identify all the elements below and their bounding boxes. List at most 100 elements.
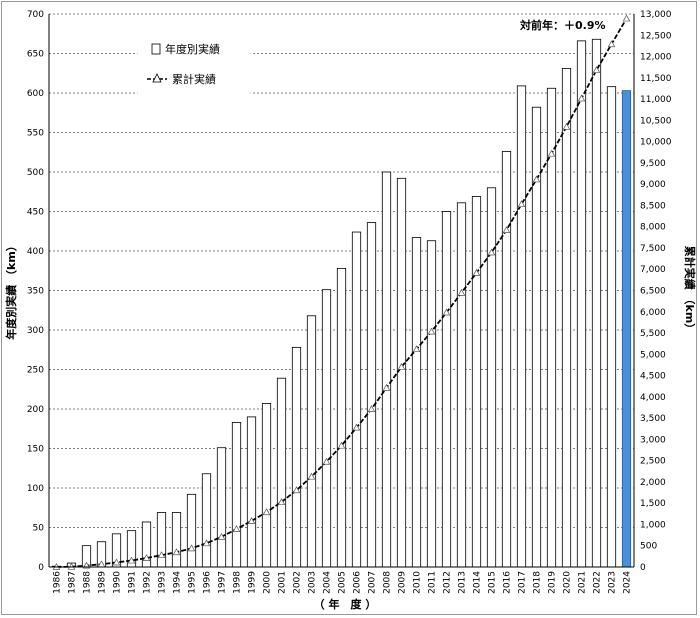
y-left-tick-label: 700	[27, 10, 44, 20]
x-tick-label: 2009	[398, 571, 408, 594]
cumulative-marker	[607, 40, 616, 48]
cumulative-marker	[502, 226, 511, 233]
x-tick-label: 2011	[428, 571, 438, 594]
cumulative-marker	[307, 472, 316, 480]
x-tick-label: 1995	[188, 571, 198, 594]
x-tick-label: 2017	[518, 571, 528, 594]
cumulative-marker	[232, 525, 241, 532]
x-tick-label: 1986	[53, 571, 63, 594]
x-tick-label: 2010	[413, 571, 423, 594]
x-tick-label: 2021	[578, 571, 588, 594]
bar	[501, 151, 512, 568]
y-left-tick-label: 350	[27, 287, 44, 297]
y-right-tick-label: 8,500	[640, 201, 666, 211]
cumulative-marker	[487, 248, 496, 256]
x-tick-label: 1999	[248, 571, 258, 594]
bar	[621, 90, 632, 568]
x-tick-label: 1993	[158, 571, 168, 594]
x-tick-label: 1987	[68, 571, 78, 594]
y-right-tick-label: 6,500	[640, 287, 666, 297]
bar	[231, 422, 242, 568]
cumulative-marker	[202, 539, 211, 547]
bar	[201, 473, 212, 568]
bar	[336, 267, 347, 568]
x-tick-label: 2024	[623, 571, 633, 594]
y-left-tick-label: 450	[27, 208, 44, 218]
bar	[306, 315, 317, 568]
bar	[471, 196, 482, 568]
x-tick-label: 2012	[443, 571, 453, 594]
y-right-tick-label: 1,000	[640, 520, 666, 530]
y-right-tick-label: 500	[640, 542, 657, 552]
y-right-tick-label: 1,500	[640, 499, 666, 509]
y-right-tick-label: 13,000	[640, 10, 672, 20]
y-right-tick-label: 11,000	[640, 95, 672, 105]
y-left-tick-label: 250	[27, 366, 44, 376]
y-right-tick-label: 10,000	[640, 138, 672, 148]
cumulative-marker	[577, 94, 586, 102]
cumulative-marker	[217, 532, 226, 540]
bar	[576, 40, 587, 568]
x-tick-label: 2015	[488, 571, 498, 594]
x-tick-label: 2006	[353, 571, 363, 594]
x-axis-label: （ 年 度 ）	[314, 597, 377, 611]
y-left-tick-label: 300	[27, 326, 44, 336]
x-tick-label: 1997	[218, 571, 228, 594]
cumulative-line	[56, 18, 628, 568]
cumulative-marker	[157, 551, 166, 559]
legend-line-label: 累計実績	[172, 72, 216, 86]
cumulative-marker	[67, 562, 76, 570]
y-right-tick-label: 6,000	[640, 308, 666, 318]
x-tick-label: 2007	[368, 571, 378, 594]
cumulative-marker	[532, 175, 541, 183]
line-series	[52, 14, 631, 570]
x-tick-label: 1990	[113, 571, 123, 594]
x-tick-label: 1998	[233, 571, 243, 594]
y-left-tick-label: 50	[33, 524, 45, 534]
bar	[381, 171, 392, 568]
cumulative-marker	[322, 457, 331, 465]
x-tick-label: 1996	[203, 571, 213, 594]
bar	[591, 38, 602, 568]
cumulative-marker	[517, 200, 526, 208]
cumulative-marker	[397, 362, 406, 370]
y-right-tick-label: 11,500	[640, 74, 672, 84]
y-left-tick-label: 200	[27, 405, 44, 415]
cumulative-marker	[247, 517, 256, 524]
bar	[606, 86, 617, 568]
bar	[411, 237, 422, 568]
cumulative-marker	[547, 149, 556, 157]
axes	[48, 14, 635, 568]
y-right-tick-label: 9,500	[640, 159, 666, 169]
y-right-tick-label: 4,500	[640, 372, 666, 382]
cumulative-marker	[292, 486, 301, 494]
legend-bar-swatch	[151, 43, 161, 55]
x-tick-label: 1992	[143, 571, 153, 594]
year-over-year-annotation: 対前年：＋0.9%	[519, 18, 606, 32]
x-tick-label: 2020	[563, 571, 573, 594]
bar	[486, 187, 497, 568]
y-right-tick-label: 7,500	[640, 244, 666, 254]
cumulative-marker	[472, 268, 481, 276]
legend: 年度別実績 累計実績	[137, 29, 251, 97]
y-right-tick-label: 2,500	[640, 457, 666, 467]
bar	[276, 377, 287, 568]
cumulative-marker	[412, 345, 421, 353]
y-left-tick-label: 0	[38, 563, 44, 573]
y-left-tick-label: 600	[27, 89, 44, 99]
x-tick-label: 2023	[608, 571, 618, 594]
y-right-tick-label: 12,000	[640, 53, 672, 63]
bar	[321, 289, 332, 568]
cumulative-marker	[142, 554, 151, 561]
y-left-tick-label: 500	[27, 168, 44, 178]
bar	[456, 202, 467, 568]
bar	[246, 416, 257, 568]
y-right-tick-label: 10,500	[640, 116, 672, 126]
x-tick-label: 2001	[278, 571, 288, 594]
cumulative-marker	[562, 122, 571, 130]
bar	[186, 493, 197, 568]
cumulative-marker	[352, 423, 361, 431]
y-left-tick-label: 150	[27, 445, 44, 455]
x-tick-label: 2022	[593, 571, 603, 594]
